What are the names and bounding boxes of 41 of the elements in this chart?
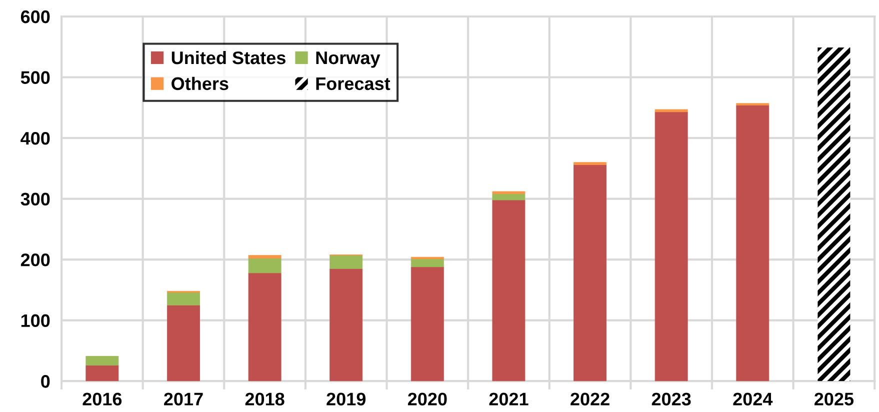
y-tick-label: 100 <box>21 314 50 328</box>
x-tick-label: 2017 <box>164 392 203 406</box>
legend-label: Norway <box>316 52 380 68</box>
x-tick-label: 2018 <box>245 392 284 406</box>
x-tick-label: 2022 <box>570 392 610 406</box>
bar <box>248 272 282 382</box>
bar <box>410 266 444 382</box>
bar <box>574 164 606 382</box>
bar <box>818 47 850 382</box>
bar <box>410 258 444 268</box>
x-tick-label: 2019 <box>326 392 366 406</box>
bar <box>248 258 282 274</box>
legend-label: United States <box>172 50 286 64</box>
x-tick-label: 2020 <box>408 392 447 406</box>
bar <box>330 255 363 269</box>
bar <box>574 162 606 165</box>
legend-label: Forecast <box>316 77 390 90</box>
bar <box>86 365 119 382</box>
bar <box>86 356 119 366</box>
bar <box>167 304 200 382</box>
bar <box>492 200 526 382</box>
y-tick-label: 500 <box>20 71 50 84</box>
y-tick-label: 600 <box>20 10 50 24</box>
x-tick-label: 2023 <box>652 392 691 406</box>
bar <box>492 194 526 200</box>
bar <box>736 104 770 382</box>
y-tick-label: 300 <box>20 192 50 206</box>
bar <box>654 112 688 382</box>
y-tick-label: 0 <box>41 375 50 388</box>
x-tick-label: 2021 <box>489 392 528 406</box>
bar <box>248 255 282 259</box>
bar <box>654 109 688 112</box>
bar <box>492 191 526 194</box>
legend-label: Others <box>172 76 228 90</box>
y-tick-label: 400 <box>20 132 50 145</box>
bar <box>330 268 363 382</box>
x-tick-label: 2024 <box>733 392 773 406</box>
x-tick-label: 2025 <box>814 392 854 406</box>
bar <box>167 292 200 306</box>
x-tick-label: 2016 <box>82 392 122 406</box>
y-tick-label: 200 <box>20 253 50 266</box>
